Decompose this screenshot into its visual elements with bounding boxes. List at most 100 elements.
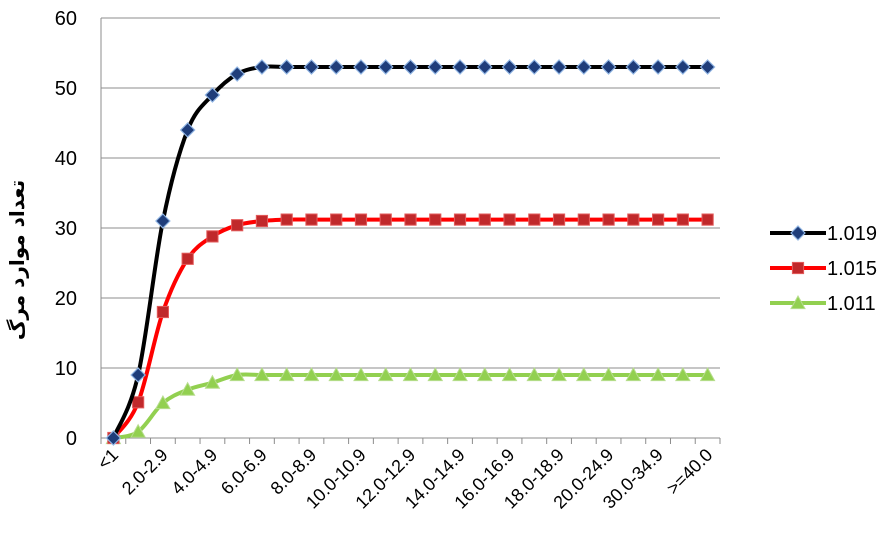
data-point — [229, 366, 246, 382]
data-point — [280, 213, 293, 226]
y-tick-label: 10 — [55, 358, 77, 380]
data-point — [701, 213, 714, 226]
data-point — [155, 394, 171, 410]
y-tick-labels: 0 10 20 30 40 50 60 — [55, 8, 77, 450]
x-tick-label: 2.0-2.9 — [118, 445, 172, 499]
data-point — [625, 59, 642, 75]
data-point — [303, 59, 320, 75]
data-point — [278, 59, 295, 75]
y-tick-label: 30 — [55, 218, 77, 240]
data-point — [625, 366, 642, 382]
data-point — [353, 366, 369, 382]
y-tick-label: 0 — [66, 428, 77, 450]
legend-marker — [791, 261, 805, 275]
y-tick-label: 40 — [55, 148, 77, 170]
data-point — [501, 59, 518, 75]
x-tick-labels: <12.0-2.94.0-4.96.0-6.98.0-8.910.0-10.91… — [94, 445, 717, 513]
data-point — [526, 366, 543, 382]
axes — [100, 18, 721, 444]
data-point — [429, 213, 442, 226]
series-line — [112, 372, 708, 440]
data-point — [652, 213, 665, 226]
data-point — [353, 59, 369, 75]
series-line — [111, 64, 708, 439]
data-point — [476, 59, 493, 75]
series-1.011 — [105, 366, 716, 445]
data-point — [650, 366, 666, 382]
data-point — [231, 219, 244, 232]
data-point — [303, 366, 320, 382]
data-point — [478, 213, 491, 226]
legend-label: 1.011 — [827, 293, 876, 315]
data-point — [328, 366, 345, 382]
data-point — [130, 367, 146, 383]
data-point — [453, 213, 467, 226]
legend-label: 1.015 — [827, 258, 877, 280]
data-point — [354, 213, 368, 226]
data-point — [404, 213, 417, 226]
legend: 1.019 1.015 1.011 — [770, 223, 877, 315]
data-point — [328, 59, 345, 75]
data-point — [330, 213, 343, 226]
data-point — [155, 213, 171, 229]
data-point — [204, 87, 221, 103]
data-point — [600, 59, 617, 75]
data-point — [526, 59, 543, 75]
y-tick-label: 60 — [55, 8, 77, 30]
data-point — [254, 59, 270, 75]
data-point — [552, 213, 566, 226]
series — [105, 59, 716, 446]
data-point — [577, 213, 590, 226]
data-point — [427, 59, 444, 75]
y-tick-label: 20 — [55, 288, 77, 310]
data-point — [402, 59, 419, 75]
data-point — [402, 366, 419, 382]
data-point — [452, 59, 468, 75]
x-tick-label: <1 — [94, 445, 123, 474]
data-point — [181, 252, 194, 265]
data-point — [528, 213, 541, 226]
data-point — [675, 59, 691, 75]
data-point — [377, 59, 394, 75]
legend-item: 1.011 — [770, 293, 876, 315]
data-point — [699, 59, 716, 75]
legend-item: 1.019 — [770, 223, 877, 245]
x-tick-label: >=40.0 — [663, 445, 717, 499]
series-line — [111, 217, 708, 440]
data-point — [278, 366, 295, 382]
data-point — [501, 366, 518, 382]
series-1.015 — [107, 213, 714, 445]
data-point — [379, 213, 392, 226]
series-1.019 — [105, 59, 716, 446]
data-point — [551, 59, 567, 75]
data-point — [105, 430, 122, 446]
data-point — [476, 366, 493, 382]
data-point — [229, 66, 246, 82]
data-point — [156, 305, 170, 319]
data-point — [675, 366, 691, 382]
data-point — [676, 213, 689, 226]
legend-label: 1.019 — [827, 223, 877, 245]
legend-marker — [790, 294, 806, 310]
data-point — [699, 366, 716, 382]
data-point — [575, 366, 592, 382]
data-point — [627, 213, 640, 226]
data-point — [575, 59, 592, 75]
data-point — [600, 366, 617, 382]
data-point — [204, 374, 221, 389]
gridlines — [101, 17, 720, 439]
legend-item: 1.015 — [770, 258, 877, 280]
x-tick-label: 6.0-6.9 — [217, 445, 271, 499]
y-tick-label: 50 — [55, 78, 77, 100]
data-point — [427, 366, 444, 382]
data-point — [503, 213, 516, 226]
data-point — [132, 396, 145, 409]
legend-marker — [790, 225, 806, 241]
data-point — [377, 366, 394, 382]
data-point — [602, 213, 615, 226]
data-point — [452, 366, 468, 382]
y-axis-title: تعداد موارد مرگ — [5, 180, 29, 340]
x-tick-label: 4.0-4.9 — [167, 445, 221, 499]
